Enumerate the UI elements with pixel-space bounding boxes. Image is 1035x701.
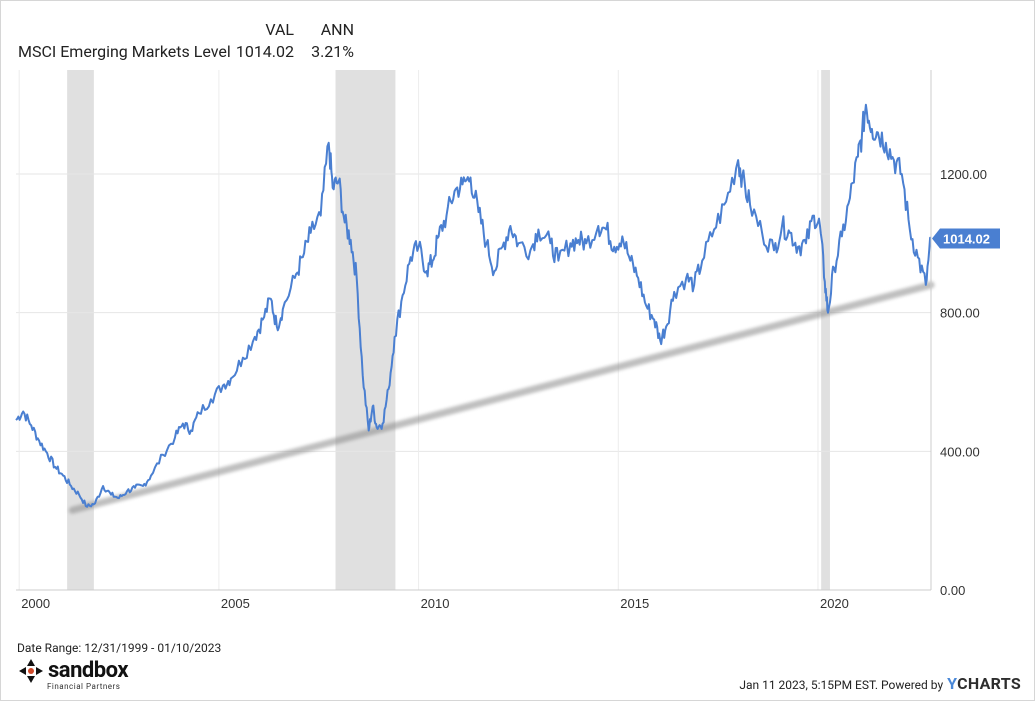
y-tick-label-2: 800.00 <box>940 306 980 321</box>
y-tick-label-0: 0.00 <box>940 583 965 598</box>
last-value-tag-bg <box>932 228 1000 249</box>
y-tick-label-3: 1200.00 <box>940 167 987 182</box>
last-value-label: 1014.02 <box>943 231 990 246</box>
series-line-msci-em[interactable] <box>15 103 932 508</box>
ycharts-logo[interactable]: YCHARTS <box>947 674 1021 693</box>
legend: VAL ANN MSCI Emerging Markets Level 1014… <box>18 20 354 61</box>
last-value-tag: 1014.02 <box>932 228 1000 249</box>
footer-credit: Jan 11 2023, 5:15PM EST. Powered by YCHA… <box>739 674 1021 693</box>
legend-annualized: 3.21% <box>311 42 354 61</box>
x-tick-label-2: 2010 <box>421 596 450 611</box>
logo-subtitle: Financial Partners <box>47 682 121 691</box>
legend-ann-header: ANN <box>320 20 354 39</box>
x-tick-label-3: 2015 <box>620 596 649 611</box>
compass-icon <box>19 659 43 683</box>
legend-series-name[interactable]: MSCI Emerging Markets Level <box>18 42 231 61</box>
sandbox-logo: sandbox Financial Partners <box>18 658 129 691</box>
y-tick-label-1: 400.00 <box>940 444 980 459</box>
legend-value: 1014.02 <box>235 42 294 61</box>
x-tick-label-4: 2020 <box>820 596 849 611</box>
x-tick-label-0: 2000 <box>21 596 50 611</box>
recession-band-2 <box>821 70 830 590</box>
timestamp: Jan 11 2023, 5:15PM EST. Powered by <box>739 678 944 692</box>
ycharts-logo-text: CHARTS <box>957 674 1021 693</box>
logo-brand: sandbox <box>48 658 129 683</box>
date-range: Date Range: 12/31/1999 - 01/10/2023 <box>17 641 222 655</box>
legend-val-header: VAL <box>265 20 294 39</box>
recession-band-1 <box>335 70 396 590</box>
support-trendline <box>68 281 935 514</box>
x-tick-label-1: 2005 <box>221 596 250 611</box>
ycharts-logo-y: Y <box>947 674 958 693</box>
